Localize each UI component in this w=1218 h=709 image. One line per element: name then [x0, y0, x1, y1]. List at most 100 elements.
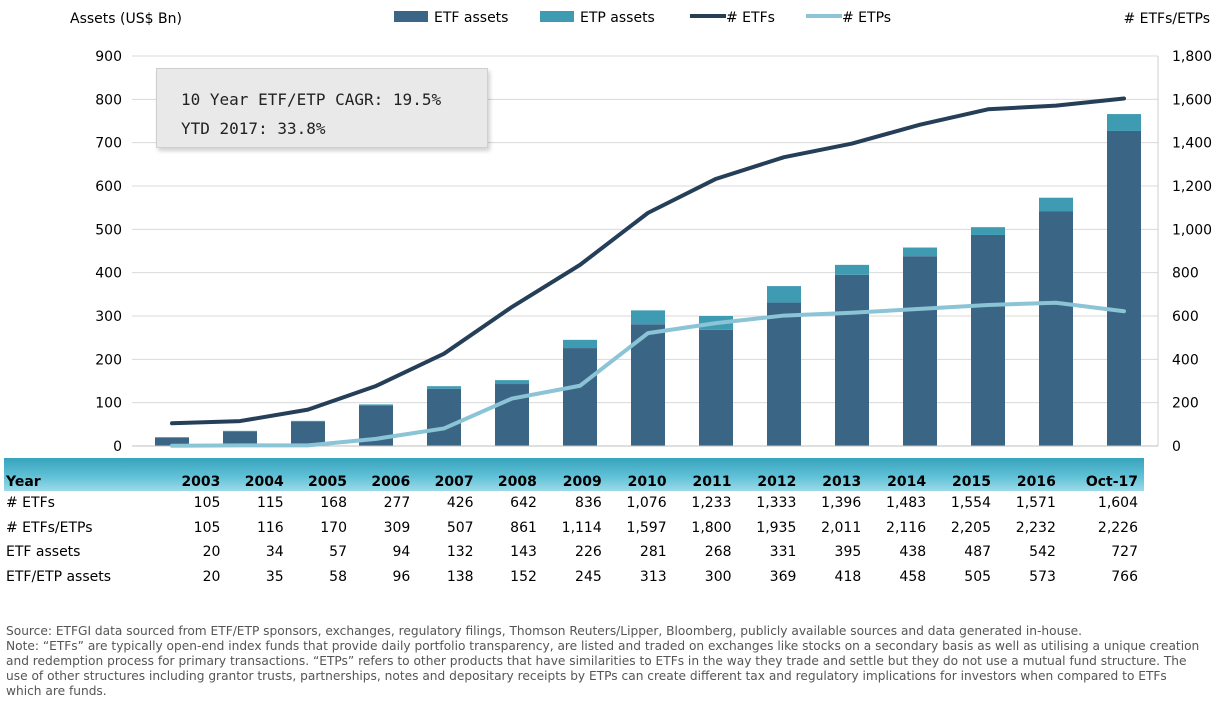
table-cell: 642	[510, 495, 537, 512]
table-cell: 458	[899, 568, 927, 585]
table-header-cell: 2007	[434, 474, 474, 490]
table-row: # ETFs/ETPs 105 116 170 309 507 861 1,114 1,597 1…	[4, 516, 1144, 541]
right-tick-label: 600	[1172, 309, 1199, 325]
left-tick-label: 600	[95, 179, 122, 195]
right-axis-ticks: 0 200 400 600 800 1,000 1,200 1,400 1,600 1,800	[1172, 49, 1212, 455]
cagr-annotation-box: 10 Year ETF/ETP CAGR: 19.5% YTD 2017: 33…	[156, 68, 488, 148]
left-axis-title: Assets (US$ Bn)	[70, 11, 182, 27]
right-tick-label: 1,400	[1172, 136, 1212, 152]
legend-label: # ETPs	[842, 10, 891, 26]
legend-label: # ETFs	[726, 10, 775, 26]
etf-assets-bar	[223, 431, 257, 446]
table-cell: 2,011	[821, 519, 862, 536]
table-cell: 369	[769, 568, 797, 585]
table-cell: 268	[704, 544, 732, 561]
table-row: # ETFs 105 115 168 277 426 642 836 1,076 1,233 1,3…	[4, 491, 1144, 516]
etp-assets-bar	[767, 286, 801, 303]
table-cell: 20	[202, 544, 221, 561]
table-row: ETF/ETP assets 20 35 58 96 138 152 245 313 300 369…	[4, 565, 1144, 590]
table-cell: 115	[256, 495, 284, 512]
etf-assets-bar	[1039, 211, 1073, 446]
left-tick-label: 300	[95, 309, 122, 325]
table-cell: 57	[329, 544, 347, 561]
table-cell: 168	[320, 495, 347, 512]
table-cell: 281	[639, 544, 667, 561]
table-cell: 1,114	[561, 519, 602, 536]
table-body: # ETFs 105 115 168 277 426 642 836 1,076 1,233 1,3…	[4, 491, 1144, 589]
table-header-cell: 2005	[308, 474, 347, 490]
left-tick-label: 500	[95, 222, 122, 238]
table-cell: 1,554	[950, 495, 992, 512]
table-cell: 861	[510, 519, 537, 536]
left-tick-label: 0	[113, 439, 122, 455]
table-header-cell: 2012	[757, 474, 797, 490]
table-header-cell: 2004	[244, 474, 284, 490]
table-header-cell: 2003	[181, 474, 221, 490]
table-cell: 1,076	[626, 495, 667, 512]
etp-assets-bar	[495, 380, 529, 385]
table-cell: 1,233	[691, 495, 732, 512]
table-cell: 505	[964, 568, 992, 585]
table-header-year: Year	[6, 474, 41, 490]
table-header-cell: 2014	[887, 474, 927, 490]
table-cell: 727	[1111, 544, 1138, 561]
etfs-count-line	[170, 96, 1126, 426]
table-header-cell: 2013	[822, 474, 862, 490]
table-cell: 94	[392, 544, 411, 561]
table-cell: 1,333	[756, 495, 797, 512]
table-cell: 766	[1111, 568, 1138, 585]
etf-assets-bar	[155, 437, 189, 446]
table-cell: 507	[446, 519, 474, 536]
table-cell: 426	[446, 495, 474, 512]
table-cell: 152	[510, 568, 537, 585]
definition-note: Note: “ETFs” are typically open-end inde…	[6, 639, 1200, 698]
table-cell: 116	[256, 519, 284, 536]
right-axis-title: # ETFs/ETPs	[1123, 11, 1210, 27]
table-header-cell: 2006	[371, 474, 411, 490]
table-cell: 1,597	[626, 519, 667, 536]
etf-assets-bar	[563, 348, 597, 446]
table-cell: 245	[575, 568, 602, 585]
source-note: Source: ETFGI data sourced from ETF/ETP …	[6, 624, 1083, 638]
right-tick-label: 1,600	[1172, 92, 1212, 108]
table-cell: 1,396	[821, 495, 862, 512]
table-cell: 313	[639, 568, 667, 585]
table-header-cell: 2015	[952, 474, 992, 490]
table-row-label: ETF/ETP assets	[6, 568, 112, 585]
table-header-cell: 2009	[562, 474, 602, 490]
legend-swatch	[540, 11, 574, 22]
table-cell: 105	[193, 519, 221, 536]
table-cell: 20	[202, 568, 221, 585]
footnote: Source: ETFGI data sourced from ETF/ETP …	[6, 624, 1206, 699]
right-tick-label: 1,800	[1172, 49, 1212, 65]
table-cell: 300	[704, 568, 732, 585]
right-tick-label: 1,200	[1172, 179, 1212, 195]
right-tick-label: 200	[1172, 396, 1199, 412]
table-cell: 395	[834, 544, 862, 561]
table-header-cell: 2016	[1016, 474, 1056, 490]
table-header-row: Year 2003 2004 2005 2006 2007 2008 2009 2010 201…	[4, 458, 1144, 491]
left-axis-ticks: 0 100 200 300 400 500 600 700 800 900	[95, 49, 122, 455]
table-cell: 2,226	[1097, 519, 1138, 536]
etf-assets-bar	[835, 274, 869, 446]
table-cell: 277	[383, 495, 411, 512]
left-tick-label: 800	[95, 92, 122, 108]
etf-assets-bar	[767, 302, 801, 446]
table-cell: 331	[769, 544, 797, 561]
table-cell: 170	[320, 519, 347, 536]
table-cell: 836	[575, 495, 602, 512]
table-header-cell: Oct-17	[1085, 474, 1138, 490]
table-cell: 1,935	[756, 519, 797, 536]
asset-bars	[132, 114, 1158, 447]
etp-assets-bar	[835, 264, 869, 275]
right-tick-label: 1,000	[1172, 222, 1212, 238]
left-tick-label: 900	[95, 49, 122, 65]
table-cell: 1,800	[691, 519, 732, 536]
etp-assets-bar	[427, 386, 461, 389]
table-cell: 2,116	[886, 519, 927, 536]
table-cell: 309	[383, 519, 411, 536]
table-cell: 2,205	[950, 519, 992, 536]
table-cell: 1,604	[1097, 495, 1138, 512]
left-tick-label: 100	[95, 396, 122, 412]
table-row: ETF assets 20 34 57 94 132 143 226 281 268 331 395 4…	[4, 540, 1144, 565]
